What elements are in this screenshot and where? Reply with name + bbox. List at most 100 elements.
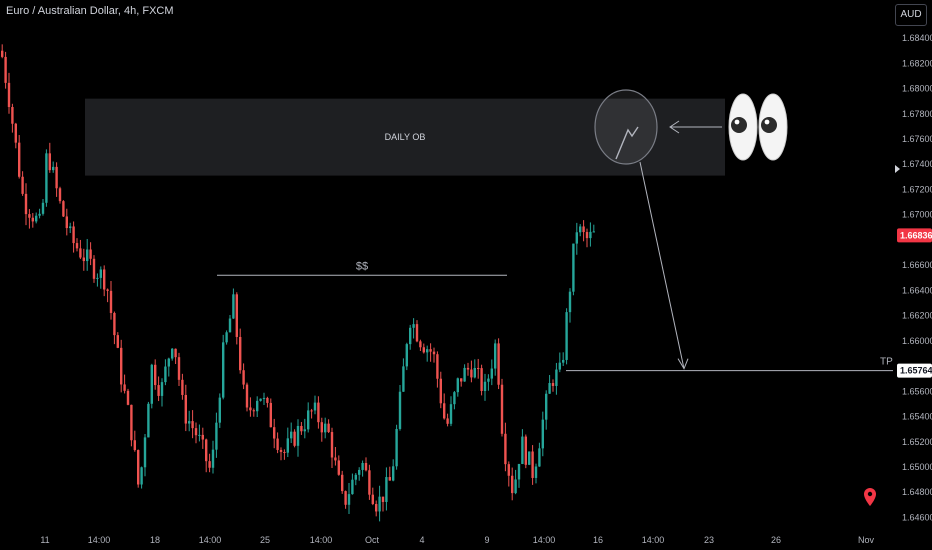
candle-body <box>449 404 453 424</box>
candle-body <box>568 291 572 313</box>
candle-body <box>154 364 157 386</box>
price-tick-label: 1.68200 <box>902 58 932 68</box>
candle-body <box>585 232 589 239</box>
candle-body <box>273 427 276 439</box>
candle-body <box>205 439 208 462</box>
candle-body <box>303 429 306 432</box>
candle-body <box>558 362 561 370</box>
current-price-label: 1.66836 <box>900 230 932 240</box>
candle-body <box>317 402 320 423</box>
candle-body <box>123 384 126 391</box>
eye-pupil <box>761 117 777 133</box>
candle-body <box>41 202 45 214</box>
candle-body <box>35 215 38 222</box>
candle-body <box>184 394 187 424</box>
candle-body <box>262 397 266 399</box>
candle-body <box>415 324 419 342</box>
price-tick-label: 1.67600 <box>902 134 932 144</box>
location-marker-icon <box>864 488 876 506</box>
time-tick-label: 14:00 <box>199 535 222 545</box>
candle-body <box>171 348 174 359</box>
candle-body <box>130 404 133 441</box>
candle-body <box>562 359 565 363</box>
candle-body <box>62 201 65 217</box>
candle-body <box>279 449 283 452</box>
candle-body <box>324 423 327 433</box>
marker-pin <box>864 488 876 506</box>
candle-body <box>375 503 378 512</box>
candle-body <box>198 434 201 436</box>
candle-body <box>313 402 317 411</box>
current-price-tag <box>897 228 932 243</box>
time-tick-label: 25 <box>260 535 270 545</box>
candle-body <box>211 449 215 468</box>
candle-body <box>517 463 521 480</box>
candle-body <box>296 425 300 446</box>
candle-body <box>120 347 123 385</box>
candle-body <box>157 385 160 396</box>
price-tick-label: 1.66000 <box>902 336 932 346</box>
candle-body <box>75 243 79 249</box>
candle-body <box>334 457 337 461</box>
candle-body <box>143 437 147 468</box>
candle-body <box>439 378 442 404</box>
candle-body <box>86 249 89 262</box>
candle-body <box>534 466 538 478</box>
candle-body <box>483 381 487 391</box>
candle-body <box>164 366 167 383</box>
candle-body <box>201 434 204 440</box>
candle-body <box>286 438 289 453</box>
candle-body <box>58 188 62 202</box>
price-tick-label: 1.64600 <box>902 512 932 522</box>
candle-body <box>337 460 340 475</box>
candle-body <box>208 461 211 468</box>
candle-body <box>137 450 140 485</box>
candle-body <box>28 214 31 218</box>
candle-body <box>1 50 4 57</box>
candle-body <box>252 410 255 412</box>
candle-body <box>300 425 303 432</box>
candle-body <box>52 166 55 171</box>
candle-body <box>419 341 422 348</box>
candle-body <box>392 466 395 481</box>
candle-body <box>235 294 238 337</box>
currency-button[interactable]: AUD <box>895 4 927 26</box>
candle-body <box>92 258 96 279</box>
candle-body <box>358 469 361 475</box>
candle-body <box>551 383 555 386</box>
tp-arrow-head <box>677 358 689 370</box>
candle-body <box>487 378 490 382</box>
candle-body <box>330 432 334 458</box>
candle-body <box>21 176 24 194</box>
candle-body <box>106 289 109 291</box>
candle-body <box>14 123 17 143</box>
tp-label: TP <box>880 357 893 368</box>
candle-body <box>545 393 548 420</box>
candle-body <box>538 448 541 467</box>
candle-body <box>140 467 143 485</box>
price-tick-label: 1.65200 <box>902 437 932 447</box>
candle-body <box>167 358 170 367</box>
candle-body <box>256 400 259 412</box>
annotations: $$ TP <box>217 89 893 506</box>
candle-body <box>11 107 14 124</box>
candle-body <box>24 193 28 215</box>
candle-body <box>327 423 330 433</box>
candle-body <box>310 410 313 412</box>
price-tick-label: 1.66400 <box>902 285 932 295</box>
candle-body <box>412 324 415 328</box>
candle-body <box>490 368 493 379</box>
candle-body <box>249 407 252 411</box>
target-circle <box>594 89 658 165</box>
price-tick-label: 1.66600 <box>902 260 932 270</box>
candle-body <box>55 166 58 189</box>
candle-body <box>266 397 269 403</box>
candle-body <box>215 422 218 450</box>
liquidity-label: $$ <box>356 260 368 272</box>
time-tick-label: 26 <box>771 535 781 545</box>
candle-body <box>147 403 150 438</box>
candle-body <box>494 343 497 369</box>
candle-body <box>453 392 456 405</box>
candle-body <box>422 347 425 353</box>
